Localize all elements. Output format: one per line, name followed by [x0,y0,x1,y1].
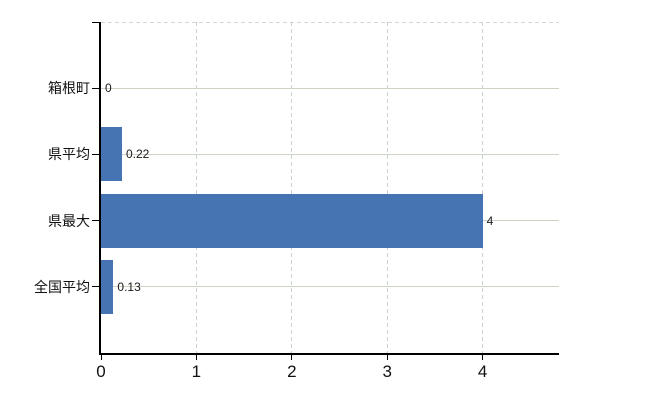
x-axis-line [99,353,559,355]
category-label: 箱根町 [48,80,90,97]
y-axis-tick [92,21,99,23]
data-label: 0.22 [125,147,150,162]
x-axis-tick-label: 3 [382,362,392,381]
y-axis-line [99,22,101,353]
plot-top-border [101,22,559,23]
x-axis-tick-label: 0 [96,362,106,381]
data-label: 0.13 [117,279,141,294]
horizontal-gridline [101,286,559,288]
x-axis-tick [195,355,197,360]
x-axis-tick [100,355,102,360]
vertical-gridline [291,22,293,353]
vertical-gridline [195,22,197,353]
x-axis-tick-label: 4 [477,362,488,381]
category-label: 全国平均 [34,278,90,295]
bar-3 [101,259,114,314]
x-axis-tick [291,355,293,360]
vertical-gridline [386,22,388,353]
horizontal-gridline [101,153,559,155]
x-axis-tick [482,355,484,360]
bar-1 [101,127,122,182]
bar-2 [101,193,483,248]
category-label: 県最大 [48,212,90,229]
plot-area [101,22,559,353]
horizontal-gridline [101,87,559,89]
x-axis-tick-label: 2 [287,362,297,381]
x-axis-tick [386,355,388,360]
data-label: 0 [105,81,112,96]
data-label: 4 [486,213,494,228]
y-axis-tick [92,87,99,89]
vertical-gridline [482,22,484,353]
category-label: 県平均 [48,146,90,163]
y-axis-tick [92,153,99,155]
x-axis-tick-label: 1 [191,362,202,381]
y-axis-tick [92,286,99,288]
y-axis-tick [92,220,99,222]
